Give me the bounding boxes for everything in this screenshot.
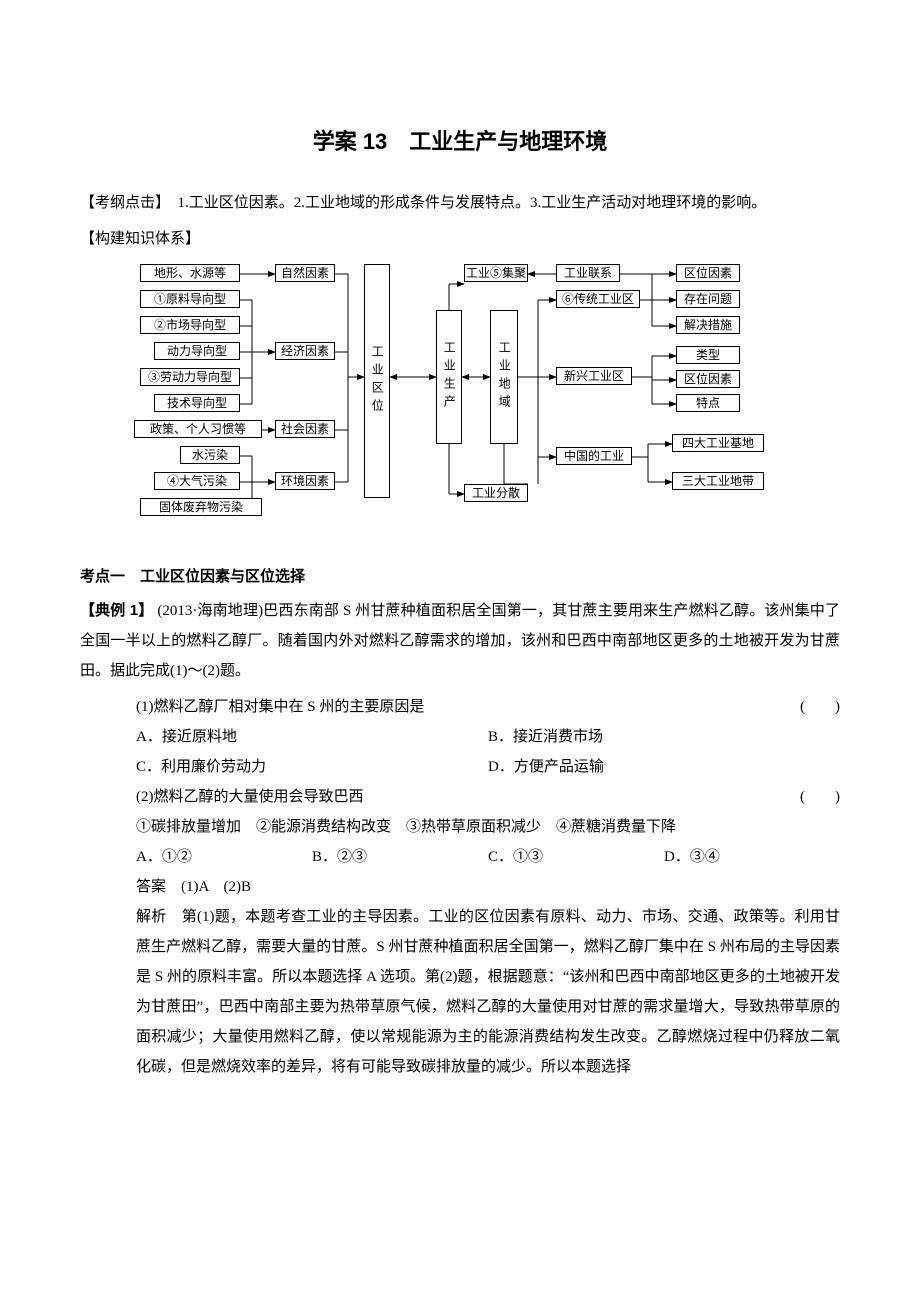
explain-para: 解析 第(1)题，本题考查工业的主导因素。工业的区位因素有原料、动力、市场、交通…: [136, 902, 840, 1082]
d-l1-1: ①原料导向型: [140, 290, 240, 308]
d-rm-1: 区位因素: [676, 370, 740, 388]
d-new: 新兴工业区: [556, 367, 632, 385]
d-l1-3: 动力导向型: [154, 342, 240, 360]
d-rb-1: 三大工业地带: [672, 472, 764, 490]
d-center-mid: 工业生产: [436, 310, 462, 444]
q1-text: (1)燃料乙醇厂相对集中在 S 州的主要原因是: [136, 692, 424, 722]
d-l2-2: 社会因素: [275, 420, 335, 438]
d-rt-0: 区位因素: [676, 264, 740, 282]
d-l1-8: ④大气污染: [154, 472, 240, 490]
outline-paragraph: 【考纲点击】 1.工业区位因素。2.工业地域的形成条件与发展特点。3.工业生产活…: [80, 188, 840, 218]
d-center-left: 工业区位: [364, 264, 390, 498]
q2-opt-b: B．②③: [312, 842, 488, 872]
d-rb-0: 四大工业基地: [672, 434, 764, 452]
d-l1-9: 固体废弃物污染: [140, 498, 262, 516]
q1-opt-c: C．利用廉价劳动力: [136, 752, 488, 782]
d-l1-4: ③劳动力导向型: [140, 368, 240, 386]
outline-text: 1.工业区位因素。2.工业地域的形成条件与发展特点。3.工业生产活动对地理环境的…: [163, 195, 767, 211]
q1-opt-b: B．接近消费市场: [488, 722, 840, 752]
answer-text: (1)A (2)B: [166, 879, 251, 895]
d-l2-0: 自然因素: [275, 264, 335, 282]
d-l1-5: 技术导向型: [154, 394, 240, 412]
lesson-title: 学案 13 工业生产与地理环境: [80, 120, 840, 164]
q1-opt-d: D．方便产品运输: [488, 752, 840, 782]
example-source: (2013·海南地理): [157, 603, 263, 619]
q2-statements: ①碳排放量增加 ②能源消费结构改变 ③热带草原面积减少 ④蔗糖消费量下降: [136, 812, 840, 842]
explain-text: 第(1)题，本题考查工业的主导因素。工业的区位因素有原料、动力、市场、交通、政策…: [136, 909, 840, 1075]
answer-line: 答案 (1)A (2)B: [136, 872, 840, 902]
q1-opt-a: A．接近原料地: [136, 722, 488, 752]
example-body: (1)燃料乙醇厂相对集中在 S 州的主要原因是 ( ) A．接近原料地 B．接近…: [80, 692, 840, 1082]
d-rt-2: 解决措施: [676, 316, 740, 334]
q1-opts-row2: C．利用廉价劳动力 D．方便产品运输: [136, 752, 840, 782]
q1-paren: ( ): [790, 692, 840, 722]
d-l2-3: 环境因素: [275, 472, 335, 490]
d-rt-1: 存在问题: [676, 290, 740, 308]
d-l1-6: 政策、个人习惯等: [134, 420, 262, 438]
q1-opts-row1: A．接近原料地 B．接近消费市场: [136, 722, 840, 752]
q2-paren: ( ): [790, 782, 840, 812]
q2-text: (2)燃料乙醇的大量使用会导致巴西: [136, 782, 364, 812]
q2-opt-c: C．①③: [488, 842, 664, 872]
q2-opt-a: A．①②: [136, 842, 312, 872]
d-l1-0: 地形、水源等: [140, 264, 240, 282]
q2-opts: A．①② B．②③ C．①③ D．③④: [136, 842, 840, 872]
d-rm-2: 特点: [676, 394, 740, 412]
outline-label: 【考纲点击】: [80, 194, 163, 211]
d-rm-0: 类型: [676, 346, 740, 364]
example-stem: 【典例 1】 (2013·海南地理)巴西东南部 S 州甘蔗种植面积居全国第一，其…: [80, 596, 840, 686]
example-label: 【典例 1】: [80, 602, 153, 619]
explain-label: 解析: [136, 908, 167, 925]
q2-opt-d: D．③④: [664, 842, 840, 872]
d-l2-1: 经济因素: [275, 342, 335, 360]
d-center-right: 工业地域: [490, 310, 518, 444]
knowledge-diagram: 地形、水源等 ①原料导向型 ②市场导向型 动力导向型 ③劳动力导向型 技术导向型…: [140, 262, 780, 552]
d-l1-2: ②市场导向型: [140, 316, 240, 334]
d-tr-0: 工业⑤集聚: [464, 264, 528, 282]
d-tr-1: 工业联系: [556, 264, 620, 282]
q1-line: (1)燃料乙醇厂相对集中在 S 州的主要原因是 ( ): [136, 692, 840, 722]
answer-label: 答案: [136, 878, 166, 895]
kaodian-heading: 考点一 工业区位因素与区位选择: [80, 562, 840, 592]
d-china: 中国的工业: [556, 447, 632, 465]
d-trad: ⑥传统工业区: [556, 290, 640, 308]
d-disperse: 工业分散: [464, 484, 528, 502]
build-label: 【构建知识体系】: [80, 224, 840, 254]
d-l1-7: 水污染: [180, 446, 240, 464]
q2-line: (2)燃料乙醇的大量使用会导致巴西 ( ): [136, 782, 840, 812]
